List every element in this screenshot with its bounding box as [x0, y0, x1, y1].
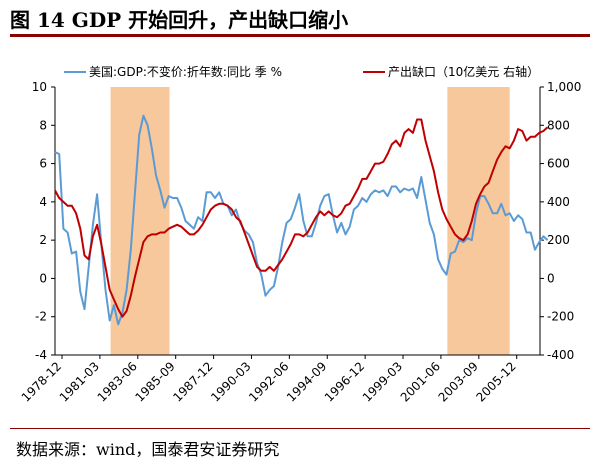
right-tick-label: 200: [547, 233, 570, 247]
left-tick-label: 4: [39, 195, 47, 209]
chart-title: 图 14 GDP 开始回升，产出缺口缩小: [10, 8, 349, 32]
series-lines: [54, 114, 549, 326]
title-rule: [10, 34, 590, 37]
right-tick-label: 0: [547, 271, 555, 285]
right-tick-label: 1,000: [547, 80, 581, 94]
x-tick-label: 1985-09: [132, 359, 177, 404]
x-tick-label: 2003-09: [436, 359, 481, 404]
right-tick-label: -200: [547, 310, 574, 324]
x-tick-label: 1983-06: [95, 359, 140, 404]
right-tick-label: 800: [547, 118, 570, 132]
line-chart: -4 -2 0 2 4 6 8 10 -400 -200 0 200 400 600 800 1,000 197…: [19, 64, 582, 405]
right-tick-label: 400: [547, 195, 570, 209]
left-tick-label: -2: [35, 310, 47, 324]
gdp-growth-line: [54, 114, 549, 326]
right-tick-label: 600: [547, 157, 570, 171]
legend-label-gap: 产出缺口（10亿美元 右轴）: [388, 64, 539, 79]
left-tick-label: 2: [39, 233, 47, 247]
source-note: 数据来源：wind，国泰君安证券研究: [16, 440, 280, 459]
left-tick-label: -4: [35, 348, 47, 362]
x-tick-label: 1981-03: [57, 359, 102, 404]
left-tick-label: 6: [39, 157, 47, 171]
x-tick-label: 1987-12: [170, 359, 215, 404]
x-tick-label: 1990-03: [208, 359, 253, 404]
legend: 美国:GDP:不变价:折年数:同比 季 % 产出缺口（10亿美元 右轴）: [64, 64, 539, 79]
legend-label-gdp: 美国:GDP:不变价:折年数:同比 季 %: [89, 64, 282, 79]
x-tick-label: 2001-06: [398, 359, 443, 404]
x-tick-label: 1994-09: [284, 359, 329, 404]
x-tick-label: 1996-12: [322, 359, 367, 404]
shaded-periods: [110, 87, 510, 355]
left-tick-label: 8: [39, 118, 47, 132]
x-tick-label: 1992-06: [246, 359, 291, 404]
left-tick-label: 0: [39, 271, 47, 285]
x-tick-label: 1999-03: [360, 359, 405, 404]
x-tick-label: 2005-12: [473, 359, 518, 404]
shaded-period-2: [447, 87, 510, 355]
source-rule: [10, 428, 590, 429]
x-tick-label: 1978-12: [19, 359, 64, 404]
left-tick-label: 10: [32, 80, 47, 94]
output-gap-line: [54, 118, 549, 318]
right-tick-label: -400: [547, 348, 574, 362]
